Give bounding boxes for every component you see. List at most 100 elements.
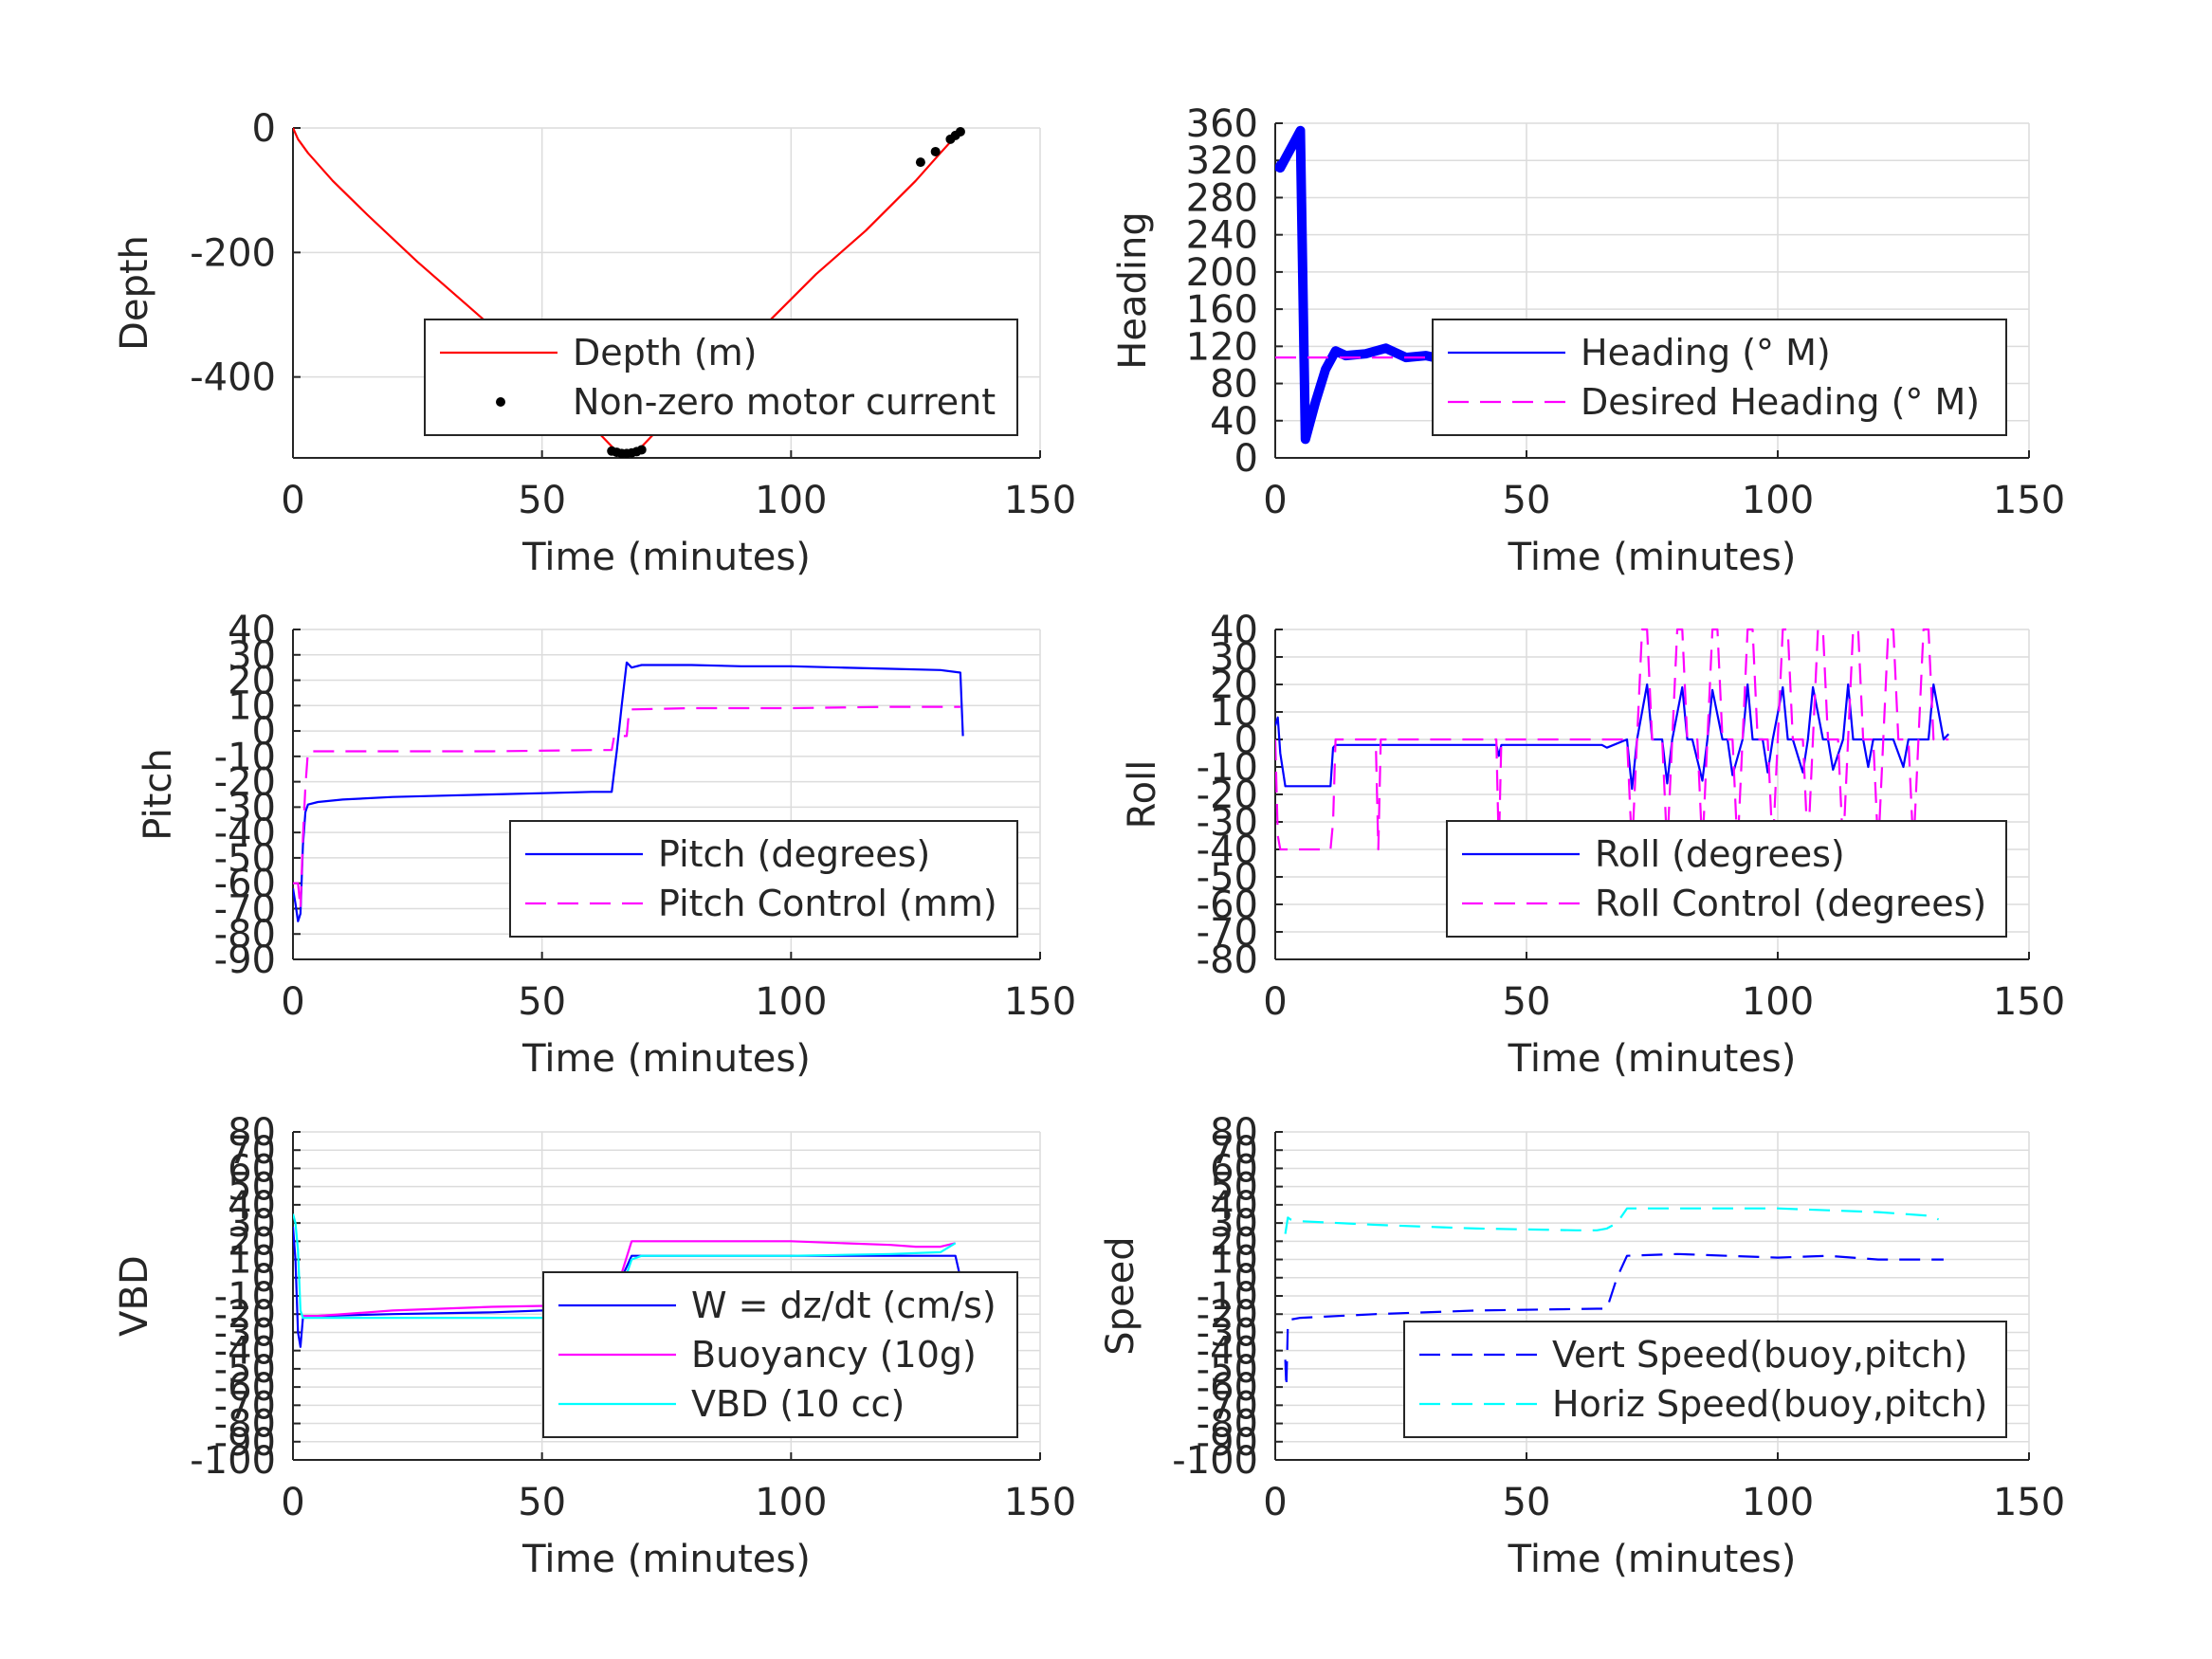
y-tick-label: 10	[1210, 1239, 1258, 1283]
y-tick-label: 50	[228, 1166, 276, 1210]
y-tick-label: 120	[1186, 325, 1258, 369]
y-tick-label: 0	[1234, 437, 1258, 481]
data-point	[955, 126, 965, 137]
y-tick-label: 40	[1210, 1184, 1258, 1228]
y-tick-label: -60	[214, 1366, 276, 1410]
legend-label: W = dz/dt (cm/s)	[691, 1285, 996, 1326]
legend-marker	[496, 397, 505, 407]
y-tick-label: 0	[1234, 1257, 1258, 1301]
y-tick-label: -30	[1197, 801, 1258, 845]
x-tick-label: 150	[1004, 479, 1076, 522]
y-tick-label: -90	[214, 1421, 276, 1465]
y-tick-label: 30	[1210, 1202, 1258, 1246]
y-tick-label: 70	[228, 1129, 276, 1173]
series-group	[293, 126, 965, 458]
x-axis-label: Time (minutes)	[521, 536, 811, 579]
y-tick-label: -70	[1197, 1384, 1258, 1428]
y-tick-label: 20	[228, 660, 276, 703]
y-tick-label: 10	[228, 684, 276, 728]
y-axis-label: Pitch	[137, 748, 180, 840]
y-tick-label: 40	[228, 609, 276, 652]
y-tick-label: 0	[252, 107, 276, 151]
y-tick-label: -100	[1172, 1439, 1258, 1483]
x-axis-label: Time (minutes)	[521, 1538, 811, 1581]
legend-label: Pitch (degrees)	[658, 833, 930, 875]
y-tick-label: 0	[252, 1257, 276, 1301]
legend-box	[1446, 820, 2007, 938]
y-tick-label: -70	[214, 1384, 276, 1428]
y-tick-label: 20	[1210, 1220, 1258, 1264]
y-tick-label: -30	[214, 786, 276, 830]
y-axis-label: Speed	[1099, 1236, 1143, 1355]
x-tick-label: 0	[1263, 479, 1287, 522]
data-point	[636, 445, 647, 455]
y-tick-label: 40	[228, 1184, 276, 1228]
y-tick-label: 50	[1210, 1166, 1258, 1210]
y-tick-label: 240	[1186, 214, 1258, 258]
legend-label: Roll (degrees)	[1595, 833, 1845, 875]
y-tick-label: -80	[214, 1403, 276, 1447]
x-tick-label: 150	[1004, 1481, 1076, 1524]
legend: Vert Speed(buoy,pitch) Horiz Speed(buoy,p…	[1403, 1321, 2007, 1438]
x-tick-label: 50	[518, 1481, 566, 1524]
y-tick-label: 160	[1186, 288, 1258, 332]
y-tick-label: 0	[252, 710, 276, 754]
y-tick-label: -80	[1197, 1403, 1258, 1447]
y-tick-label: -90	[214, 939, 276, 982]
y-tick-label: 320	[1186, 139, 1258, 183]
series-line-2	[293, 705, 960, 910]
y-tick-label: 10	[1210, 691, 1258, 735]
y-tick-label: 80	[1210, 1111, 1258, 1155]
y-tick-label: 20	[1210, 664, 1258, 707]
subplot-1: 0 50 100 150 0 -200 -400 Time (minutes) Depth Dep…	[113, 107, 1076, 579]
y-tick-label: 30	[228, 634, 276, 678]
y-tick-label: -90	[1197, 1421, 1258, 1465]
x-tick-label: 100	[755, 1481, 827, 1524]
legend: Pitch (degrees) Pitch Control (mm)	[509, 820, 1018, 938]
subplot-5: 0 50 100 15080706050403020100-10-20-30-40-5…	[113, 1111, 1076, 1581]
y-tick-label: -50	[214, 1348, 276, 1392]
y-tick-label: 80	[1210, 363, 1258, 407]
legend-box	[1403, 1321, 2007, 1438]
legend: Roll (degrees) Roll Control (degrees)	[1446, 820, 2007, 938]
y-tick-label: -400	[190, 356, 276, 400]
y-tick-label: -40	[214, 811, 276, 855]
y-tick-label: 10	[228, 1239, 276, 1283]
y-tick-label: -60	[214, 863, 276, 906]
x-tick-label: 0	[1263, 1481, 1287, 1524]
x-tick-label: 0	[281, 479, 304, 522]
y-tick-label: -80	[214, 913, 276, 957]
y-tick-label: -20	[214, 1293, 276, 1337]
data-point	[930, 146, 941, 156]
legend-label: Pitch Control (mm)	[658, 883, 997, 924]
y-tick-label: -40	[1197, 829, 1258, 872]
y-tick-label: -60	[1197, 1366, 1258, 1410]
x-tick-label: 100	[755, 980, 827, 1024]
x-tick-label: 0	[281, 980, 304, 1024]
y-tick-label: -50	[1197, 1348, 1258, 1392]
y-tick-label: -10	[1197, 746, 1258, 790]
y-tick-label: -80	[1197, 939, 1258, 982]
series-line-1	[1284, 1252, 1944, 1389]
legend-box	[509, 820, 1018, 938]
x-axis-label: Time (minutes)	[1508, 1037, 1797, 1081]
x-tick-label: 50	[518, 980, 566, 1024]
series-line-2	[1275, 628, 1949, 851]
y-tick-label: -200	[190, 231, 276, 275]
legend-label: Heading (° M)	[1581, 332, 1831, 374]
y-tick-label: -100	[190, 1439, 276, 1483]
x-tick-label: 150	[1004, 980, 1076, 1024]
x-tick-label: 50	[1503, 1481, 1551, 1524]
y-tick-label: 40	[1210, 609, 1258, 652]
x-tick-label: 100	[1742, 479, 1814, 522]
y-tick-label: -60	[1197, 884, 1258, 927]
y-tick-label: 360	[1186, 102, 1258, 146]
y-tick-label: -20	[214, 761, 276, 805]
y-tick-label: -30	[1197, 1311, 1258, 1355]
legend-label: Non-zero motor current	[573, 381, 996, 423]
subplot-3: 0 50 100 150403020100-10-20-30-40-50-60-70-…	[137, 609, 1076, 1081]
y-tick-label: 80	[228, 1111, 276, 1155]
data-point	[915, 157, 925, 168]
